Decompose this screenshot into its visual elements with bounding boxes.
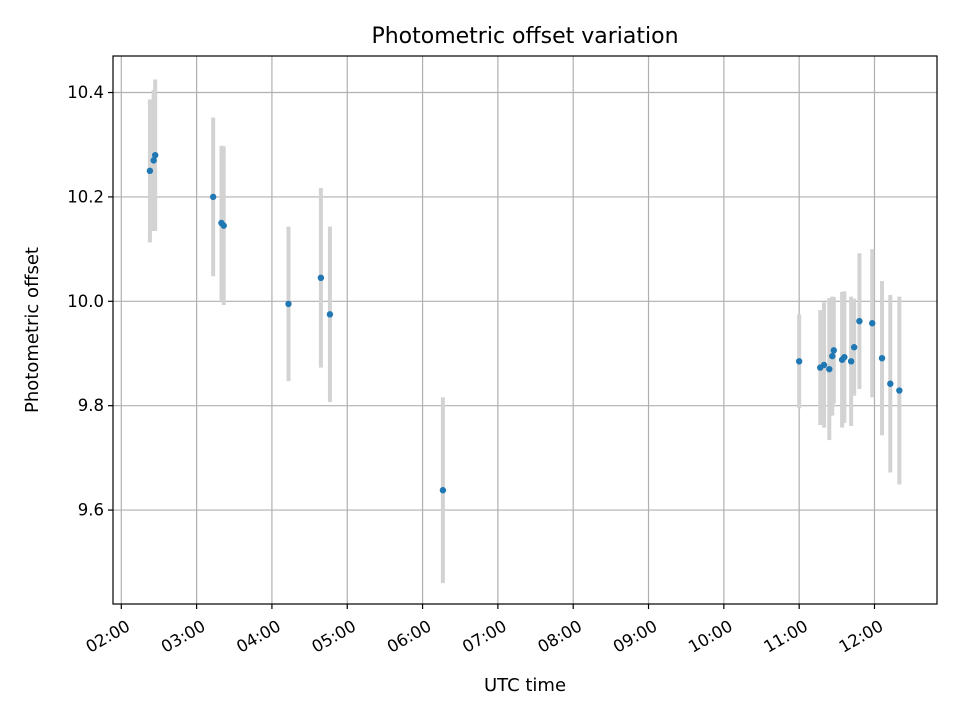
data-point	[285, 300, 292, 308]
y-tick-label: 10.4	[67, 83, 104, 102]
x-axis-label: UTC time	[484, 675, 566, 696]
data-point	[317, 274, 325, 282]
data-point	[820, 361, 828, 369]
y-tick-label: 10.2	[67, 187, 104, 206]
data-point	[220, 222, 227, 229]
data-point	[829, 352, 836, 360]
data-point	[795, 358, 803, 365]
data-point	[146, 167, 154, 175]
data-point	[869, 320, 876, 327]
data-point	[878, 354, 886, 362]
data-point	[847, 358, 855, 365]
y-tick-label: 10.0	[67, 292, 104, 311]
data-point	[826, 365, 833, 373]
data-point	[150, 157, 157, 164]
data-point	[896, 387, 903, 394]
y-tick-label: 9.6	[78, 501, 104, 520]
data-point	[887, 380, 894, 387]
chart-title: Photometric offset variation	[371, 24, 678, 49]
data-points	[146, 151, 903, 494]
data-point	[850, 344, 858, 351]
data-point	[841, 353, 848, 361]
data-point	[856, 317, 863, 325]
data-point	[209, 193, 217, 201]
y-tick-label: 9.8	[78, 396, 104, 415]
data-point	[439, 487, 447, 494]
data-point	[830, 347, 838, 354]
data-point	[326, 311, 334, 318]
y-axis-label: Photometric offset	[22, 247, 43, 413]
plot-frame	[112, 55, 938, 605]
data-point	[151, 151, 159, 159]
y-axis-ticks: 9.6 9.8 10.0 10.2 10.4	[67, 83, 113, 520]
